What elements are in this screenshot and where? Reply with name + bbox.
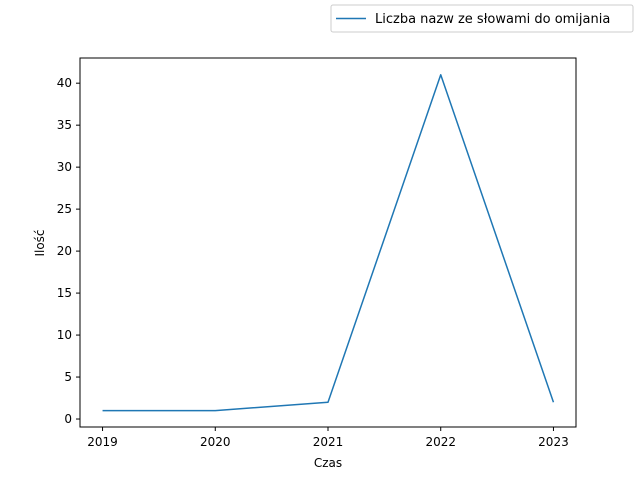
x-tick-label: 2021 <box>313 435 344 449</box>
y-tick-label: 25 <box>57 202 72 216</box>
y-axis: 0 5 10 15 20 25 30 35 40 <box>57 76 80 426</box>
data-point <box>552 401 555 404</box>
y-tick-label: 30 <box>57 160 72 174</box>
y-tick-label: 20 <box>57 244 72 258</box>
series-layer <box>101 73 555 412</box>
data-point <box>214 409 217 412</box>
series-line <box>102 74 555 412</box>
y-tick-label: 0 <box>64 412 72 426</box>
y-axis-label: Ilość <box>33 229 47 256</box>
x-tick-label: 2022 <box>425 435 456 449</box>
data-point <box>439 73 442 76</box>
legend-label: Liczba nazw ze słowami do omijania <box>375 12 610 27</box>
y-tick-label: 40 <box>57 76 72 90</box>
y-tick-label: 10 <box>57 328 72 342</box>
data-point <box>327 401 330 404</box>
data-point <box>101 409 104 412</box>
legend-box <box>330 4 634 33</box>
y-tick-label: 15 <box>57 286 72 300</box>
x-axis: 2019 2020 2021 2022 2023 <box>87 427 569 449</box>
y-tick-label: 5 <box>64 370 72 384</box>
plot-area-frame <box>79 57 577 428</box>
x-tick-label: 2023 <box>538 435 569 449</box>
legend: Liczba nazw ze słowami do omijania <box>330 4 634 33</box>
x-axis-label: Czas <box>314 456 342 470</box>
y-tick-label: 35 <box>57 118 72 132</box>
x-tick-label: 2020 <box>200 435 231 449</box>
x-tick-label: 2019 <box>87 435 118 449</box>
